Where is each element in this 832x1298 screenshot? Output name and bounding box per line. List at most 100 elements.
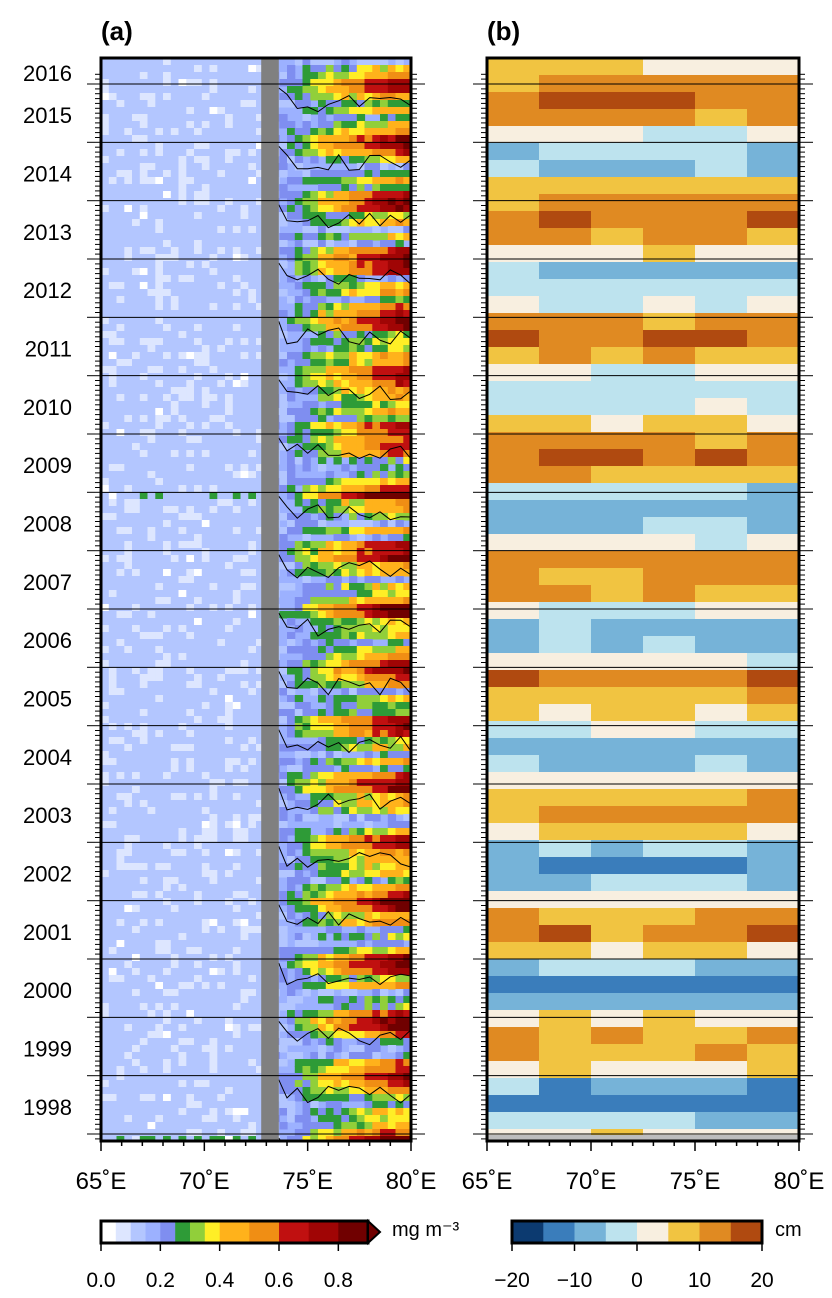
field-cell <box>310 758 319 766</box>
field-cell <box>194 394 203 402</box>
field-cell <box>333 114 342 122</box>
field-cell <box>302 611 311 619</box>
field-cell <box>139 415 149 423</box>
field-cell <box>356 947 366 955</box>
field-cell <box>194 170 203 178</box>
field-cell <box>217 212 226 220</box>
field-cell <box>101 891 110 899</box>
field-cell <box>116 646 125 654</box>
field-cell <box>116 492 125 500</box>
field-cell <box>178 835 187 843</box>
field-cell <box>155 688 164 696</box>
field-cell <box>101 198 110 206</box>
field-cell <box>372 513 381 521</box>
field-cell <box>209 296 218 304</box>
field-cell <box>279 373 288 381</box>
field-cell <box>124 527 133 535</box>
field-cell <box>186 688 195 696</box>
field-cell <box>325 492 335 500</box>
field-cell <box>147 198 156 206</box>
field-cell <box>101 793 110 801</box>
field-cell <box>108 772 118 780</box>
field-cell <box>186 730 195 738</box>
field-cell <box>294 681 304 689</box>
field-cell <box>116 618 125 626</box>
field-cell <box>217 58 226 66</box>
field-cell <box>364 639 373 647</box>
field-cell <box>170 121 180 129</box>
field-cell <box>155 324 164 332</box>
field-cell <box>333 373 342 381</box>
field-cell <box>225 653 234 661</box>
field-cell <box>318 387 327 395</box>
field-cell <box>325 205 335 213</box>
field-cell <box>240 562 249 570</box>
field-cell <box>108 345 118 353</box>
field-cell <box>395 891 404 899</box>
field-cell <box>186 772 195 780</box>
field-cell <box>240 464 249 472</box>
field-cell <box>225 849 234 857</box>
field-cell <box>155 863 164 871</box>
field-cell <box>225 597 234 605</box>
field-cell <box>372 891 381 899</box>
field-cell <box>124 933 133 941</box>
field-cell <box>364 233 373 241</box>
field-cell <box>232 387 242 395</box>
field-cell <box>248 261 257 269</box>
field-cell <box>178 709 187 717</box>
field-cell <box>356 345 366 353</box>
field-cell <box>186 674 195 682</box>
field-cell <box>349 65 358 73</box>
field-cell <box>178 338 187 346</box>
field-cell <box>101 317 110 325</box>
field-cell <box>232 121 242 129</box>
field-cell <box>209 842 218 850</box>
field-cell <box>209 366 218 374</box>
field-cell <box>279 478 288 486</box>
field-cell <box>147 282 156 290</box>
field-cell <box>310 205 319 213</box>
field-cell <box>201 205 211 213</box>
field-cell <box>341 261 350 269</box>
field-cell <box>217 814 226 822</box>
field-cell <box>364 177 373 185</box>
field-cell <box>302 317 311 325</box>
field-cell <box>155 310 164 318</box>
field-cell <box>116 282 125 290</box>
field-cell <box>101 303 110 311</box>
field-cell <box>147 688 156 696</box>
field-cell <box>147 506 156 514</box>
field-cell <box>240 156 249 164</box>
field-cell <box>147 156 156 164</box>
field-cell <box>302 961 311 969</box>
field-cell <box>364 716 373 724</box>
field-cell <box>101 562 110 570</box>
field-cell <box>294 128 304 136</box>
field-cell <box>163 562 172 570</box>
field-cell <box>178 954 187 962</box>
field-cell <box>341 989 350 997</box>
field-cell <box>116 191 125 199</box>
field-cell <box>178 366 187 374</box>
field-cell <box>372 93 381 101</box>
field-cell <box>333 674 342 682</box>
field-cell <box>147 597 156 605</box>
field-cell <box>232 436 242 444</box>
field-cell <box>186 58 195 66</box>
field-cell <box>341 93 350 101</box>
field-cell <box>163 65 172 73</box>
field-cell <box>124 338 133 346</box>
field-cell <box>108 548 118 556</box>
field-cell <box>279 807 288 815</box>
field-cell <box>248 177 257 185</box>
field-cell <box>349 933 358 941</box>
field-cell <box>201 793 211 801</box>
field-cell <box>178 534 187 542</box>
field-cell <box>240 324 249 332</box>
field-cell <box>310 296 319 304</box>
field-cell <box>186 723 195 731</box>
field-cell <box>155 79 164 87</box>
field-cell <box>101 758 110 766</box>
field-cell <box>194 919 203 927</box>
